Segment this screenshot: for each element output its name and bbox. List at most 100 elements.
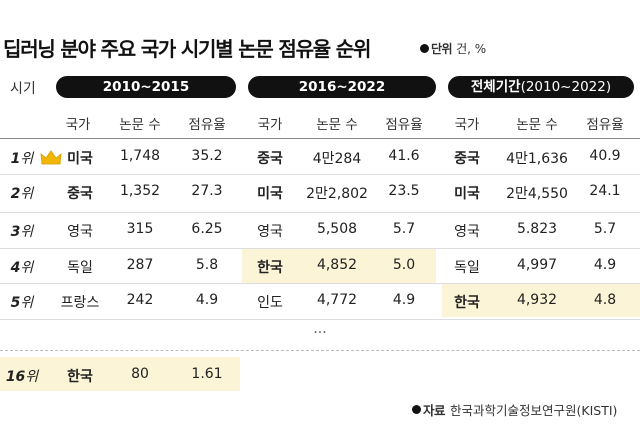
papers-2010: 287 [126,257,154,273]
papers-2016: 4만284 [312,151,362,167]
country-2010: 미국 [67,151,93,167]
country-2010: 영국 [67,224,93,240]
share-2010: 5.8 [195,257,219,273]
source-note: 자료 한국과학기술정보연구원(KISTI) [412,400,617,419]
rank-suffix: 위 [20,260,34,276]
col-papers-1: 논문 수 [119,117,161,133]
rank-number: 1 [10,151,21,167]
country-total: 미국 [454,186,480,202]
share-2016: 4.9 [392,292,416,308]
page-title: 딥러닝 분야 주요 국가 시기별 논문 점유율 순위 [3,36,371,61]
header-divider [0,138,640,139]
source-text: 한국과학기술정보연구원(KISTI) [450,403,618,418]
rank-number: 4 [10,260,21,276]
col-papers-2: 논문 수 [316,117,358,133]
highlight-korea-2016 [242,249,436,283]
col-share-1: 점유율 [188,117,226,133]
share-2010: 6.25 [191,221,223,237]
table-row: 4위 독일 287 5.8 한국 4,852 5.0 독일 4,997 4.9 [0,249,640,283]
table-row: 2위 중국 1,352 27.3 미국 2만2,802 23.5 미국 2만4,… [0,175,640,209]
row-divider [0,248,640,249]
papers-2016: 2만2,802 [306,186,368,202]
ellipsis: ... [313,321,327,337]
col-share-2: 점유율 [385,117,423,133]
rank-suffix: 위 [25,369,39,385]
share-2016: 5.7 [392,221,416,237]
crown-icon [40,150,62,165]
row-divider-dashed [0,350,640,351]
bullet-icon [420,44,429,53]
rank: 3위 [11,221,34,241]
table-row: 5위 프랑스 242 4.9 인도 4,772 4.9 한국 4,932 4.8 [0,284,640,318]
papers-total: 5.823 [516,221,558,237]
papers-2016: 4,772 [316,292,358,308]
highlight-korea-2010 [0,357,240,391]
rank: 2위 [11,183,34,203]
country-total: 중국 [454,151,480,167]
period-pill-2-label: 2016~2022 [298,79,386,95]
rank-suffix: 위 [20,151,34,167]
period-pill-3-suffix: (2010~2022) [520,79,612,95]
rank-suffix: 위 [20,295,34,311]
bullet-icon [412,405,421,414]
share-total: 40.9 [589,148,621,164]
rank: 5위 [11,292,34,312]
papers-total: 2만4,550 [506,186,568,202]
row-divider [0,174,640,175]
period-header: 2010~2015 2016~2022 전체기간(2010~2022) [0,76,640,98]
country-2010: 독일 [67,260,93,276]
country-2016: 인도 [257,295,283,311]
share-total: 24.1 [589,183,621,199]
papers-2010: 242 [126,292,154,308]
unit-text: 건, % [456,42,487,56]
rank-suffix: 위 [20,224,34,240]
highlight-korea-total [442,283,640,317]
col-papers-3: 논문 수 [516,117,558,133]
period-pill-3-label: 전체기간 [470,79,521,95]
country-total: 영국 [454,224,480,240]
row-divider [0,283,640,284]
col-country-2: 국가 [257,117,283,133]
papers-2010: 1,352 [119,183,161,199]
unit-note: 단위 건, % [420,40,486,57]
share-2016: 5.0 [392,257,416,273]
country-2010: 프랑스 [60,295,100,311]
papers-2016: 5,508 [316,221,358,237]
country-2010: 중국 [67,186,93,202]
share-2010: 1.61 [191,366,223,382]
papers-2010: 80 [131,366,149,382]
share-2010: 4.9 [195,292,219,308]
table-row: 16위 한국 80 1.61 [0,358,640,392]
country-2016: 한국 [257,260,283,276]
papers-total: 4,932 [516,292,558,308]
table-row: 1위 미국 1,748 35.2 중국 4만284 41.6 중국 4만1,63… [0,140,640,174]
country-2010: 한국 [67,369,93,385]
share-2016: 23.5 [388,183,420,199]
rank-number: 16 [5,369,26,385]
rank-number: 3 [10,224,21,240]
source-label: 자료 [423,403,446,418]
row-divider [0,212,640,213]
share-2016: 41.6 [388,148,420,164]
country-2016: 영국 [257,224,283,240]
share-total: 4.8 [593,292,617,308]
period-label: 시기 [10,81,36,97]
rank-number: 2 [10,186,21,202]
rank: 1위 [11,148,34,168]
period-pill-1-label: 2010~2015 [102,79,190,95]
country-total: 한국 [454,295,480,311]
table-row: 3위 영국 315 6.25 영국 5,508 5.7 영국 5.823 5.7 [0,213,640,247]
country-2016: 미국 [257,186,283,202]
period-pill-3: 전체기간(2010~2022) [448,76,634,98]
share-2010: 35.2 [191,148,223,164]
papers-2010: 1,748 [119,148,161,164]
share-2010: 27.3 [191,183,223,199]
rank-suffix: 위 [20,186,34,202]
papers-total: 4만1,636 [506,151,568,167]
rank: 16위 [6,366,38,386]
papers-2010: 315 [126,221,154,237]
country-2016: 중국 [257,151,283,167]
papers-2016: 4,852 [316,257,358,273]
period-pill-1: 2010~2015 [56,76,236,98]
share-total: 5.7 [593,221,617,237]
